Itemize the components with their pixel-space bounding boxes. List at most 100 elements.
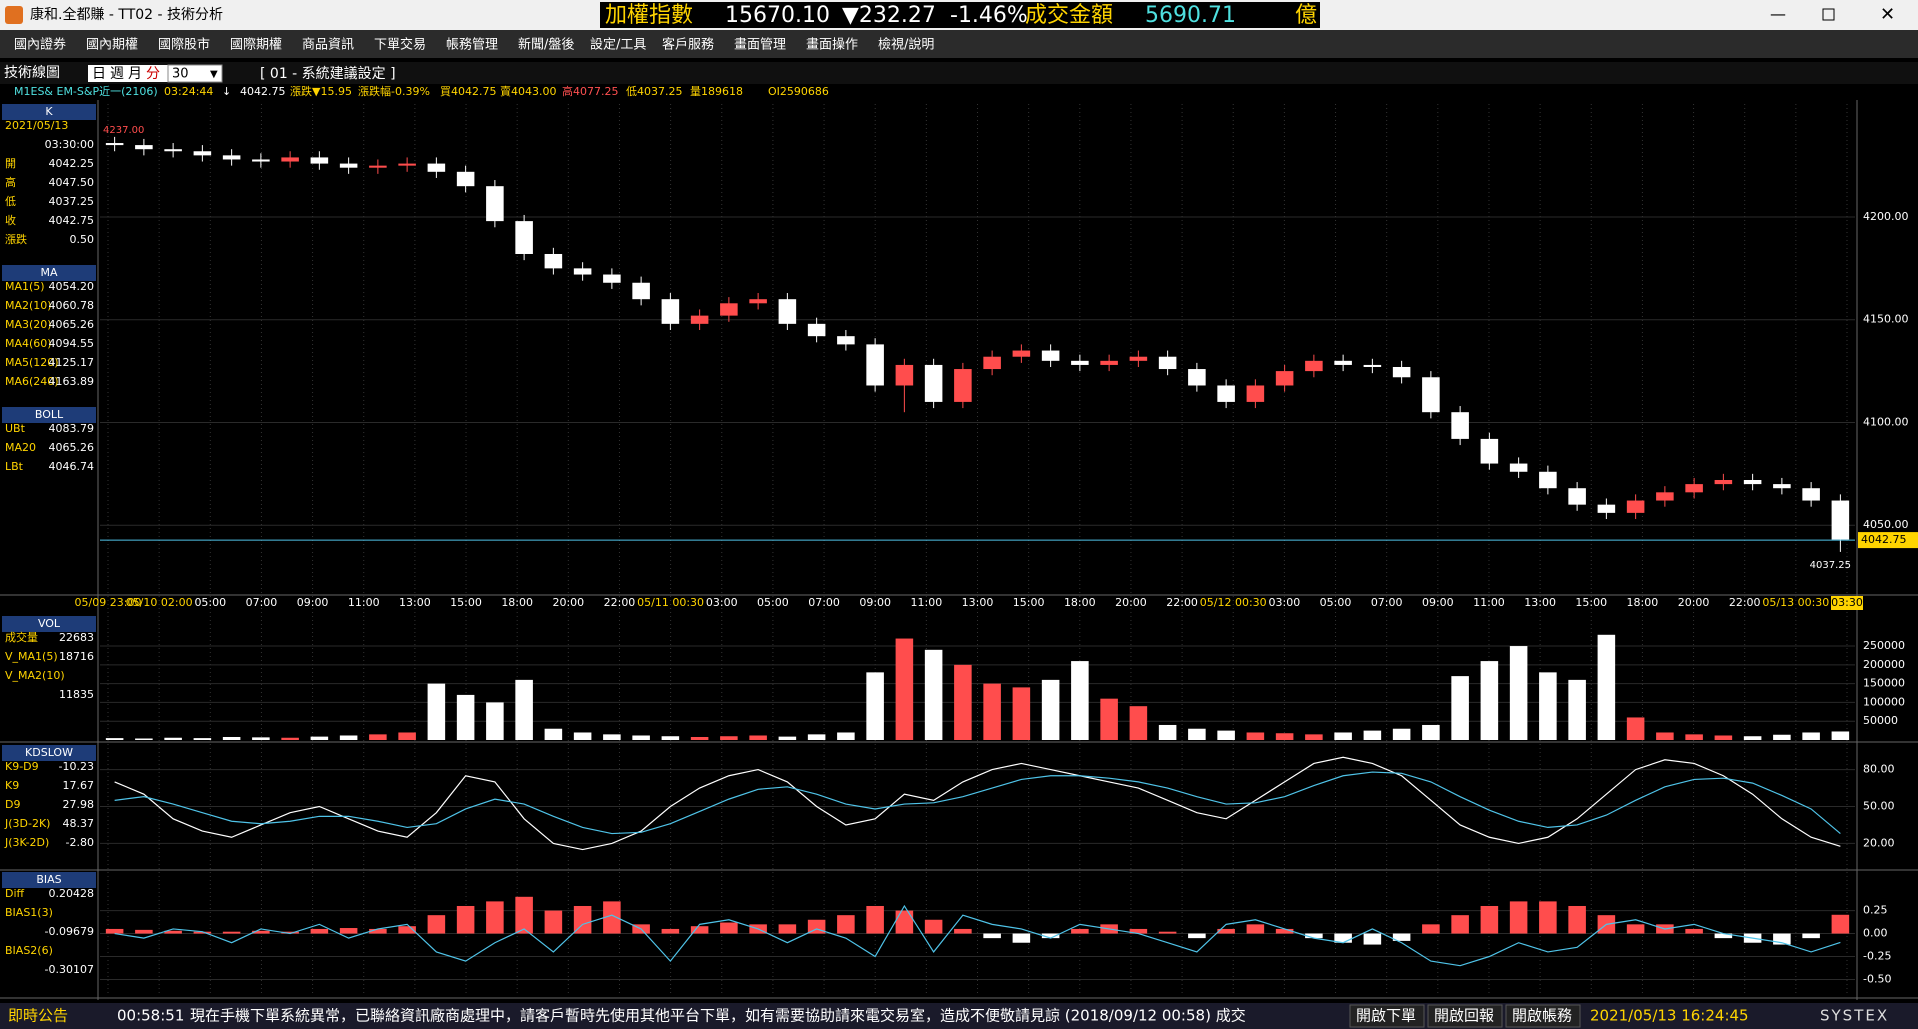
info-value: 4047.50	[49, 176, 95, 189]
interval-box[interactable]	[167, 64, 223, 83]
bar	[164, 737, 182, 740]
series-line	[114, 904, 1841, 967]
bar	[1568, 679, 1586, 740]
period[interactable]: 月	[128, 66, 142, 82]
bar	[1802, 732, 1820, 740]
candle-body	[866, 344, 884, 386]
candle-body	[1480, 438, 1499, 464]
candle-body	[1217, 385, 1235, 402]
status-button[interactable]	[1349, 1004, 1425, 1028]
info-header	[2, 104, 96, 120]
bar	[1363, 730, 1382, 740]
close[interactable]: ✕	[1880, 4, 1895, 25]
ticker-name: 加權指數	[605, 3, 693, 28]
info-label: K9-D9	[5, 760, 39, 773]
time-label: 03:00	[706, 596, 738, 609]
info-value: 22683	[59, 631, 94, 644]
menu-item[interactable]: 國內證券	[14, 37, 66, 53]
y-tick-label: 50.00	[1863, 800, 1895, 813]
bar	[837, 915, 855, 934]
app-icon	[5, 6, 23, 24]
bar	[1480, 905, 1499, 934]
menu-item[interactable]: 畫面操作	[806, 37, 858, 53]
ticker-price: 15670.10	[725, 3, 830, 28]
period[interactable]: 分	[146, 66, 160, 82]
last-price: 4042.75	[1861, 533, 1907, 546]
bar	[866, 672, 884, 740]
bar	[1041, 933, 1060, 939]
bar	[895, 638, 914, 740]
low-label: 4037.25	[1810, 560, 1851, 571]
toolbar	[0, 62, 1918, 84]
bar	[1334, 933, 1352, 943]
minimize[interactable]: —	[1770, 5, 1786, 24]
info-value: 03:30:00	[45, 138, 94, 151]
y-tick-label: 4050.00	[1863, 518, 1909, 531]
y-tick-label: -0.50	[1863, 972, 1891, 985]
info-label: BIAS1(3)	[5, 906, 53, 919]
menu-item[interactable]: 國內期權	[86, 38, 138, 53]
bar	[1012, 687, 1031, 740]
ticker-pct: -1.46%	[950, 3, 1028, 28]
candle-body	[515, 221, 533, 254]
status-button-label[interactable]: 開啟帳務	[1512, 1007, 1572, 1025]
info-label: MA5(120)	[5, 356, 59, 369]
bar	[1714, 735, 1733, 740]
info-title: BIAS	[36, 873, 61, 886]
info-header	[2, 616, 96, 632]
candle-body	[690, 315, 709, 324]
time-label: 22:00	[1729, 596, 1761, 609]
status-button[interactable]	[1505, 1004, 1581, 1028]
status-button[interactable]	[1427, 1004, 1503, 1028]
bar	[135, 929, 153, 934]
menu-item[interactable]: 新聞/盤後	[518, 37, 574, 53]
menu-item[interactable]: 帳務管理	[446, 38, 498, 53]
menu-item[interactable]: 商品資訊	[302, 38, 354, 53]
menu-item[interactable]: 畫面管理	[734, 38, 786, 53]
menu-item[interactable]: 設定/工具	[590, 37, 646, 53]
bar	[427, 915, 446, 934]
candle-body	[1012, 350, 1031, 357]
status-button-label[interactable]: 開啟下單	[1356, 1007, 1416, 1025]
time-label: 15:00	[1013, 596, 1045, 609]
bar	[456, 905, 475, 934]
info-label: LBt	[5, 460, 24, 473]
info-header	[2, 265, 96, 281]
status-button-label[interactable]: 開啟回報	[1434, 1007, 1494, 1025]
bar	[427, 683, 446, 740]
menu-item[interactable]: 國際期權	[230, 38, 282, 53]
period[interactable]: 日	[92, 66, 106, 82]
info-value: 4065.26	[49, 318, 95, 331]
bar	[1539, 672, 1557, 740]
bar	[339, 928, 358, 934]
dropdown-arrow[interactable]: ▼	[210, 69, 218, 80]
status-time: 00:58:51	[117, 1007, 184, 1025]
maximize[interactable]	[1822, 8, 1835, 21]
bar	[281, 737, 299, 740]
candle-body	[1714, 479, 1733, 485]
time-label: 20:00	[1115, 596, 1147, 609]
menu-item[interactable]: 國際股市	[158, 37, 210, 53]
info-label: MA1(5)	[5, 280, 45, 293]
bar	[983, 933, 1001, 939]
time-label: 05/12 00:30	[1200, 596, 1267, 609]
info-label: K9	[5, 779, 19, 792]
interval[interactable]: 30	[172, 67, 189, 82]
menu-item[interactable]: 檢視/說明	[878, 37, 934, 53]
bar	[1129, 928, 1148, 934]
info-value: 4054.20	[49, 280, 95, 293]
info-value: 4042.25	[49, 157, 95, 170]
time-label: 05:00	[194, 596, 226, 609]
candle-body	[193, 151, 212, 156]
candle-body	[573, 268, 592, 275]
bar	[1626, 717, 1645, 740]
period[interactable]: 週	[110, 66, 124, 82]
candle-body	[1743, 479, 1762, 485]
menu-item[interactable]: 下單交易	[374, 37, 426, 53]
info-value: 4094.55	[49, 337, 95, 350]
bar	[398, 926, 416, 934]
candle-body	[1041, 350, 1060, 361]
menu-item[interactable]: 客戶服務	[662, 37, 714, 53]
bar	[252, 737, 270, 740]
